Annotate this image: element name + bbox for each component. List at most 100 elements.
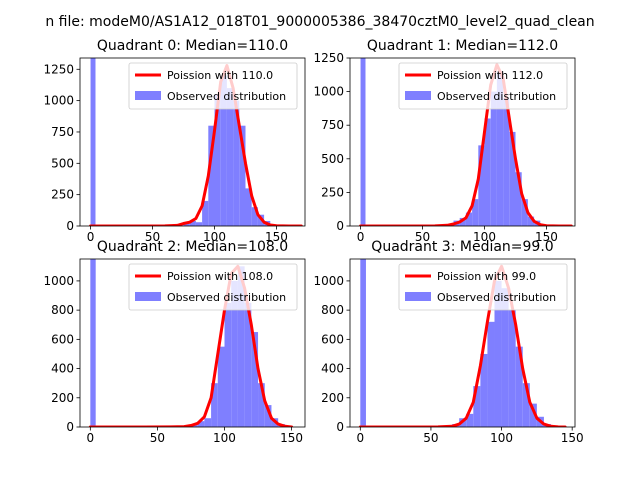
x-tick-label: 0 [87,431,95,445]
legend-hist-swatch [135,292,161,301]
hist-bar [360,259,366,427]
legend-box [128,263,298,311]
hist-bar [239,125,246,226]
y-tick-label: 1000 [43,94,74,108]
legend-label: Observed distribution [437,90,556,103]
x-tick-label: 150 [265,230,288,244]
chart-panel-1: Quadrant 1: Median=112.0 0 50 100 150 0 250 500… [313,38,576,244]
y-tick-label: 500 [51,156,74,170]
plot-area [358,259,567,427]
y-tick-label: 800 [51,303,74,317]
hist-bar [465,212,473,226]
hist-bar [244,302,252,427]
y-tick-label: 1250 [313,51,344,65]
legend: Poission with 110.0 Observed distribution [128,62,298,110]
legend-label: Poission with 110.0 [167,69,273,82]
hist-bar [473,386,481,427]
hist-bar [208,125,215,226]
legend-label: Poission with 112.0 [437,69,543,82]
hist-bar [220,75,227,226]
hist-bar [521,199,528,226]
y-tick-label: 750 [51,125,74,139]
x-tick-label: 0 [356,431,364,445]
x-tick-label: 100 [213,431,236,445]
hist-bar [251,207,258,226]
hist-bar [529,403,537,427]
axes-frame [349,258,576,428]
hist-bar [501,288,509,427]
hist-bar [258,383,265,427]
hist-bar [245,188,252,226]
hist-bar [237,266,245,427]
x-tick-label: 150 [535,230,558,244]
legend-box [398,263,568,311]
hist-bar [480,353,488,427]
y-tick-label: 0 [66,420,74,434]
legend-hist-swatch [405,91,431,100]
legend-label: Observed distribution [437,291,556,304]
y-tick-label: 1000 [313,274,344,288]
y-tick-label: 600 [51,332,74,346]
chart-title: Quadrant 3: Median=99.0 [371,239,553,255]
x-tick-label: 0 [357,230,365,244]
hist-bar [214,94,221,226]
y-tick-label: 250 [321,185,344,199]
y-tick-label: 500 [321,152,344,166]
y-tick-label: 200 [321,391,344,405]
y-tick-label: 800 [321,303,344,317]
x-tick-label: 150 [561,431,584,445]
hist-bar [490,91,497,226]
hist-bar [202,200,209,226]
hist-bar [189,220,196,226]
chart-title: Quadrant 0: Median=110.0 [97,38,288,54]
hist-bar [204,418,212,427]
x-tick-label: 100 [473,230,496,244]
hist-bar [487,321,495,427]
hist-bar [484,118,491,226]
legend: Poission with 112.0 Observed distribution [398,62,568,110]
legend-label: Observed distribution [167,291,286,304]
y-tick-label: 1000 [313,85,344,99]
axes-frame [79,258,306,428]
hist-bar [224,302,232,427]
hist-bar [515,346,523,427]
legend-hist-swatch [405,292,431,301]
legend: Poission with 108.0 Observed distribution [128,263,298,311]
y-tick-label: 0 [66,219,74,233]
hist-bar [360,58,366,226]
y-tick-label: 0 [336,219,344,233]
hist-bar [211,383,218,427]
y-tick-label: 600 [321,332,344,346]
y-tick-label: 400 [321,362,344,376]
hist-bar [226,88,234,226]
y-tick-label: 250 [51,188,74,202]
legend-label: Poission with 108.0 [167,270,273,283]
hist-bar [509,131,516,226]
legend-box [128,62,298,110]
legend-box [398,62,568,110]
chart-title: Quadrant 2: Median=108.0 [97,239,288,255]
hist-bar [90,259,96,427]
hist-bar [472,199,479,226]
x-tick-label: 50 [415,230,430,244]
hist-bar [515,172,522,226]
axes-frame [349,57,576,227]
y-tick-label: 400 [51,362,74,376]
x-tick-label: 150 [280,431,303,445]
hist-bar [197,421,205,427]
y-tick-label: 1250 [43,62,74,76]
x-tick-label: 50 [150,431,165,445]
legend: Poission with 99.0 Observed distribution [398,263,568,311]
hist-bar [217,346,225,427]
hist-bar [251,332,259,427]
hist-bar [527,216,535,226]
hist-bar [231,280,238,427]
x-tick-label: 50 [423,431,438,445]
chart-panel-3: Quadrant 3: Median=99.0 0 50 100 150 0 200 400 6… [313,239,583,445]
chart-panel-2: Quadrant 2: Median=108.0 0 50 100 150 0 200 400… [43,239,306,445]
hist-bar [478,145,485,226]
legend-label: Observed distribution [167,90,286,103]
x-tick-label: 50 [145,230,160,244]
y-tick-label: 200 [51,391,74,405]
